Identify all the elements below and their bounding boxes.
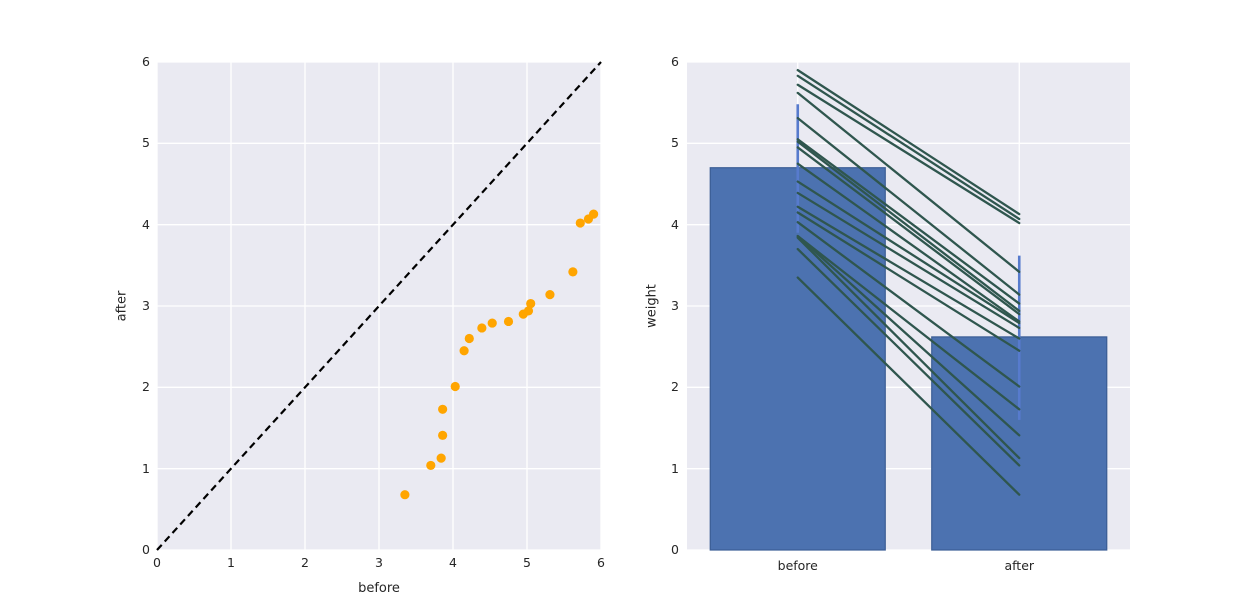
scatter-point [545,290,555,300]
scatter-y-tick-label: 1 [142,460,150,476]
y-axis-label-weight: weight [644,284,660,328]
paired-line [796,211,1021,352]
scatter-y-tick-label: 5 [142,135,150,151]
scatter-y-tick-label: 0 [142,541,150,557]
scatter-x-tick-label: 4 [449,555,457,570]
scatter-y-tick-label: 2 [142,379,150,395]
paired-line [796,191,1021,330]
identity-line [156,61,602,551]
scatter-y-tick-label: 3 [142,297,150,313]
scatter-point [589,209,599,219]
paired-line [796,74,1021,221]
paired-line [796,116,1021,296]
paired-line [796,91,1021,273]
scatter-point [426,460,436,471]
scatter-x-tick-label: 3 [375,555,383,570]
scatter-x-tick-label: 0 [153,555,161,570]
bar-y-tick-label: 1 [671,460,679,476]
paired-line [796,247,1021,467]
scatter-point [450,381,460,392]
paired-line [796,205,1021,340]
scatter-x-tick-label: 1 [227,555,235,570]
scatter-x-tick-label: 2 [301,555,309,570]
paired-line [796,236,1021,460]
scatter-point [436,453,446,463]
y-axis-label-after: after [114,290,130,322]
paired-line [796,162,1021,323]
paired-line [796,146,1021,316]
paired-line [796,140,1021,313]
paired-line [796,138,1021,305]
paired-line [796,234,1021,411]
scatter-point [526,298,536,309]
bar-y-tick-label: 4 [671,216,679,232]
bar-y-tick-label: 6 [671,53,679,69]
paired-line [796,221,1021,388]
scatter-point [568,267,578,277]
paired-bar-axes [687,61,1130,551]
paired-line [796,68,1021,216]
scatter-point [523,306,534,316]
scatter-point [477,323,487,333]
x-axis-label-before: before [358,581,400,596]
bar-y-tick-label: 3 [671,297,679,313]
bar-y-tick-label: 2 [671,379,679,395]
scatter-point [459,346,469,356]
scatter-point [400,490,410,500]
scatter-axes [156,61,602,551]
paired-line [796,234,1021,437]
bar-category-tick-label: after [1004,558,1035,573]
scatter-point [464,333,474,344]
paired-line [796,180,1021,325]
scatter-point [438,404,448,414]
paired-line [796,276,1021,496]
bar-y-tick-label: 0 [671,541,679,557]
scatter-y-tick-label: 4 [142,216,150,232]
scatter-canvas [156,61,602,551]
paired-line [796,83,1021,225]
scatter-point [438,430,448,440]
bar-y-tick-label: 5 [671,135,679,151]
scatter-point [575,218,585,228]
scatter-x-tick-label: 5 [523,555,531,570]
bar-category-tick-label: before [777,558,818,573]
scatter-point [503,316,514,327]
scatter-x-tick-label: 6 [597,555,605,570]
scatter-point [487,318,497,328]
paired-bar-canvas [687,61,1130,551]
scatter-y-tick-label: 6 [142,53,150,69]
